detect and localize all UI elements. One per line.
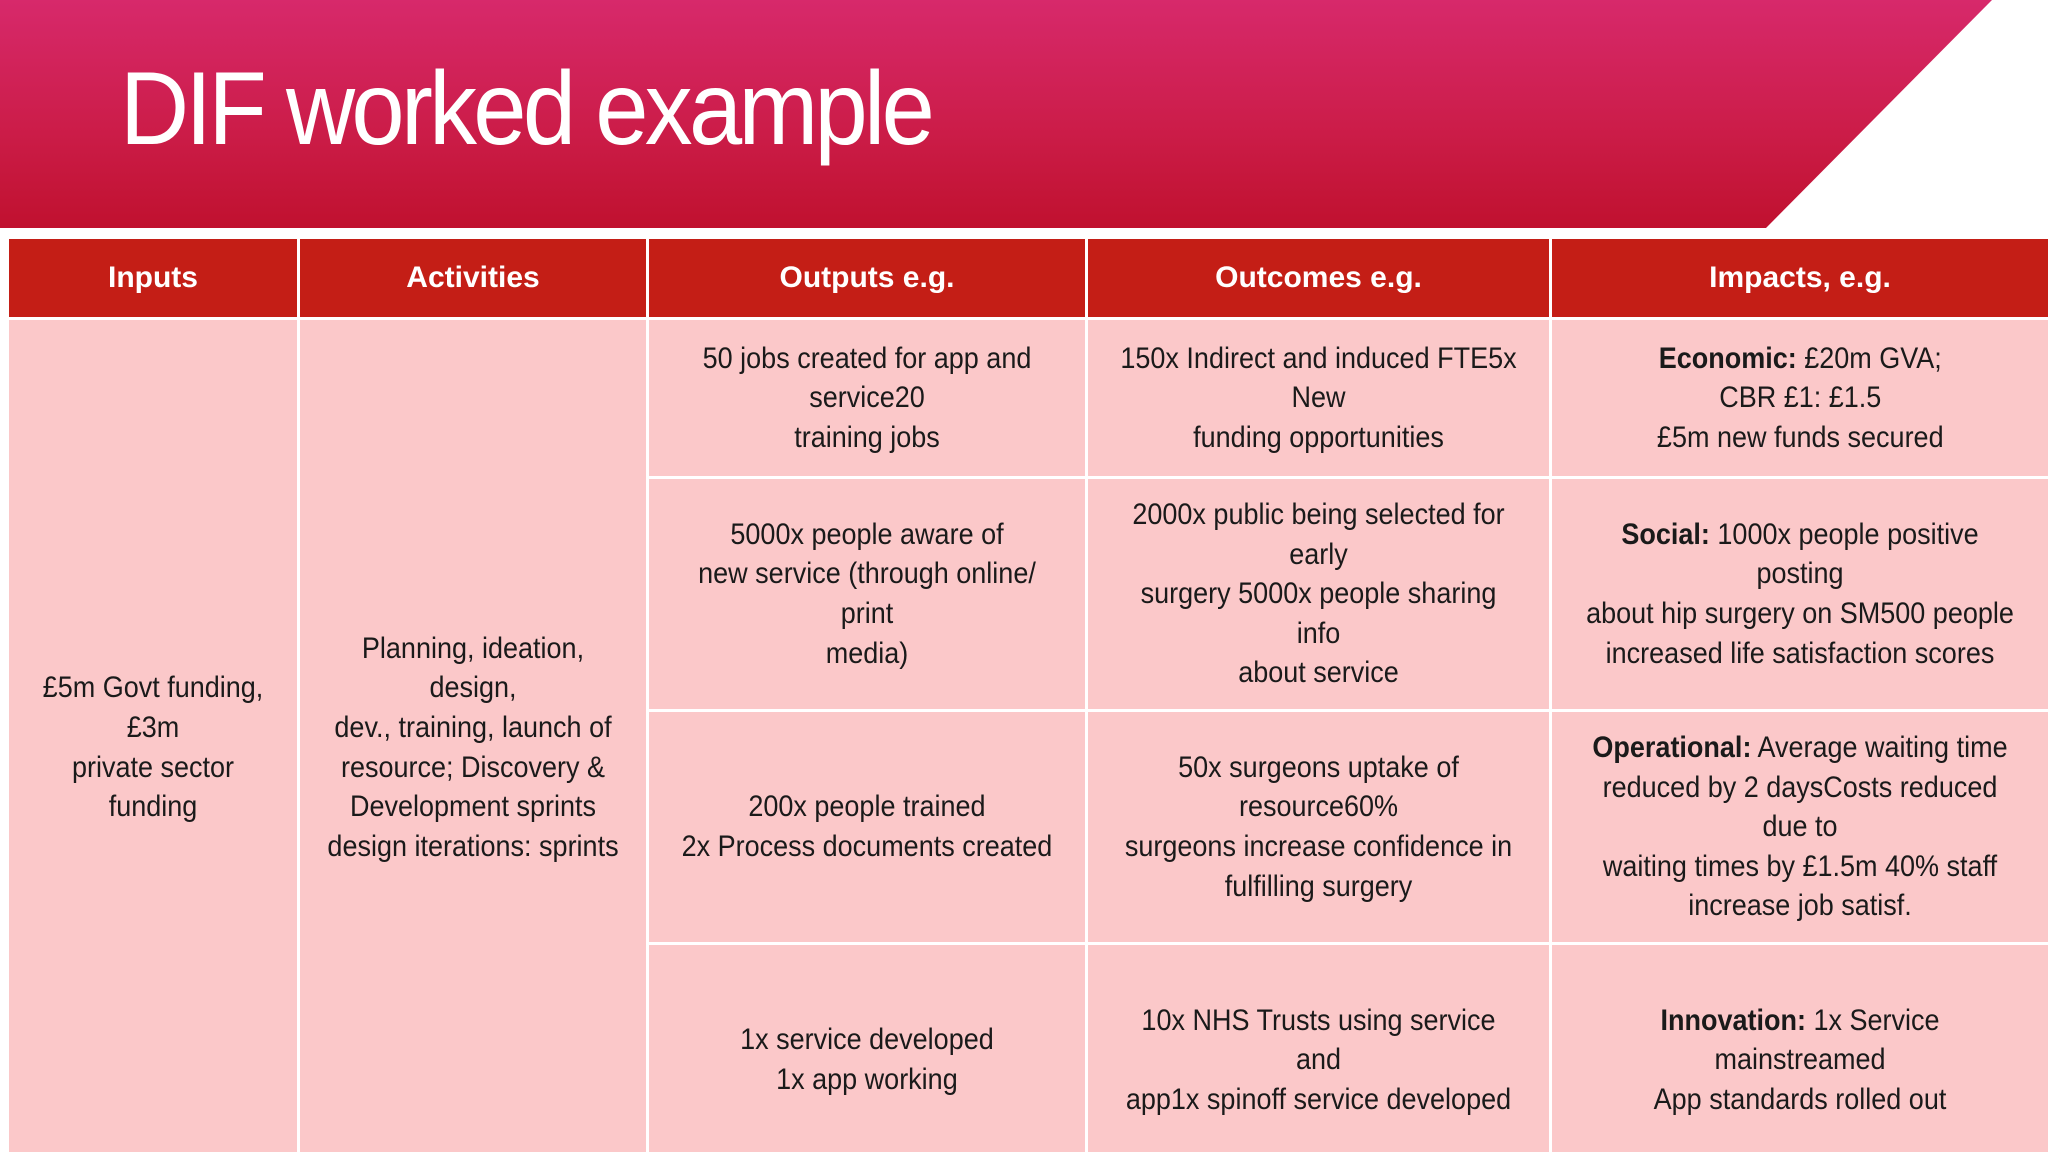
outcome-line: about service bbox=[1238, 656, 1399, 690]
output-cell: 50 jobs created for app and service20 tr… bbox=[646, 317, 1088, 479]
output-cell: 5000x people aware of new service (throu… bbox=[646, 476, 1088, 712]
impact-line: about hip surgery on SM500 people bbox=[1586, 597, 2014, 630]
outcome-cell: 2000x public being selected for early su… bbox=[1085, 476, 1552, 712]
impact-label: Innovation: bbox=[1660, 1003, 1806, 1037]
outcome-cell: 10x NHS Trusts using service and app1x s… bbox=[1085, 942, 1552, 1152]
header-outcomes: Outcomes e.g. bbox=[1085, 236, 1552, 320]
outcome-line: fulfilling surgery bbox=[1224, 869, 1413, 903]
impact-operational-cell: Operational: Average waiting time reduce… bbox=[1549, 709, 2048, 945]
output-line: 200x people trained bbox=[748, 790, 986, 824]
output-cell: 1x service developed 1x app working bbox=[646, 942, 1088, 1152]
slide-title: DIF worked example bbox=[120, 51, 935, 167]
impact-line: CBR £1: £1.5 bbox=[1718, 381, 1882, 415]
impact-line: increased life satisfaction scores bbox=[1605, 636, 1995, 670]
activities-line: dev., training, launch of bbox=[334, 710, 612, 744]
outcome-cell: 50x surgeons uptake of resource60% surge… bbox=[1085, 709, 1552, 945]
impact-label: Social: bbox=[1621, 517, 1710, 551]
activities-line: design iterations: sprints bbox=[327, 829, 619, 863]
outcome-line: funding opportunities bbox=[1193, 420, 1444, 454]
activities-line: resource; Discovery & bbox=[340, 750, 606, 784]
output-line: media) bbox=[825, 636, 909, 670]
outcome-line: 10x NHS Trusts using service and bbox=[1141, 1003, 1496, 1077]
output-line: training jobs bbox=[794, 420, 940, 454]
impact-line: reduced by 2 daysCosts reduced due to bbox=[1602, 770, 1998, 844]
output-line: 1x service developed bbox=[740, 1023, 994, 1057]
output-line: 2x Process documents created bbox=[681, 830, 1053, 863]
table-row: 1x service developed 1x app working 10x … bbox=[8, 942, 2048, 1152]
impact-line: increase job satisf. bbox=[1688, 889, 1912, 923]
activities-cell: Planning, ideation, design, dev., traini… bbox=[297, 317, 649, 1152]
impact-line: waiting times by £1.5m 40% staff bbox=[1602, 849, 1998, 883]
activities-line: Development sprints bbox=[349, 790, 597, 824]
activities-line: Planning, ideation, design, bbox=[361, 631, 585, 705]
outcome-line: 50x surgeons uptake of resource60% bbox=[1178, 750, 1459, 824]
impact-line: App standards rolled out bbox=[1653, 1082, 1947, 1116]
output-line: 1x app working bbox=[776, 1063, 958, 1096]
impact-label: Operational: bbox=[1592, 731, 1752, 765]
output-cell: 200x people trained 2x Process documents… bbox=[646, 709, 1088, 945]
header-inputs: Inputs bbox=[6, 236, 300, 320]
dif-table: Inputs Activities Outputs e.g. Outcomes … bbox=[6, 236, 2048, 1152]
impact-label: Economic: bbox=[1658, 341, 1797, 375]
outcome-line: surgery 5000x people sharing info bbox=[1140, 577, 1497, 650]
output-line: 5000x people aware of bbox=[730, 517, 1004, 551]
inputs-line: £5m Govt funding,£3m bbox=[42, 671, 264, 744]
impact-line: 1x Service mainstreamed bbox=[1714, 1003, 1940, 1077]
table-row: 5000x people aware of new service (throu… bbox=[8, 476, 2048, 712]
outcome-cell: 150x Indirect and induced FTE5x New fund… bbox=[1085, 317, 1552, 479]
impact-innovation-cell: Innovation: 1x Service mainstreamed App … bbox=[1549, 942, 2048, 1152]
inputs-cell: £5m Govt funding,£3m private sector fund… bbox=[6, 317, 300, 1152]
outcome-line: app1x spinoff service developed bbox=[1125, 1082, 1512, 1116]
impact-line: 1000x people positive posting bbox=[1709, 517, 1979, 591]
impact-economic-cell: Economic: £20m GVA; CBR £1: £1.5 £5m new… bbox=[1549, 317, 2048, 479]
header-activities: Activities bbox=[297, 236, 649, 320]
title-banner: DIF worked example bbox=[0, 0, 2048, 230]
impact-social-cell: Social: 1000x people positive posting ab… bbox=[1549, 476, 2048, 712]
header-outputs: Outputs e.g. bbox=[646, 236, 1088, 320]
outcome-line: 2000x public being selected for early bbox=[1132, 498, 1505, 571]
impact-line: £5m new funds secured bbox=[1656, 420, 1944, 454]
header-impacts: Impacts, e.g. bbox=[1549, 236, 2048, 320]
table-row: £5m Govt funding,£3m private sector fund… bbox=[6, 317, 2048, 1152]
outcome-line: 150x Indirect and induced FTE5x New bbox=[1120, 341, 1517, 415]
table-row: 200x people trained 2x Process documents… bbox=[8, 709, 2048, 945]
header-row: Inputs Activities Outputs e.g. Outcomes … bbox=[6, 236, 2048, 320]
output-line: new service (through online/ print bbox=[698, 557, 1036, 630]
impact-line: Average waiting time bbox=[1751, 731, 2008, 765]
inputs-line: private sector funding bbox=[71, 750, 235, 824]
impact-line: £20m GVA; bbox=[1796, 341, 1942, 375]
output-line: 50 jobs created for app and service20 bbox=[702, 341, 1032, 415]
outcome-line: surgeons increase confidence in bbox=[1124, 830, 1513, 863]
